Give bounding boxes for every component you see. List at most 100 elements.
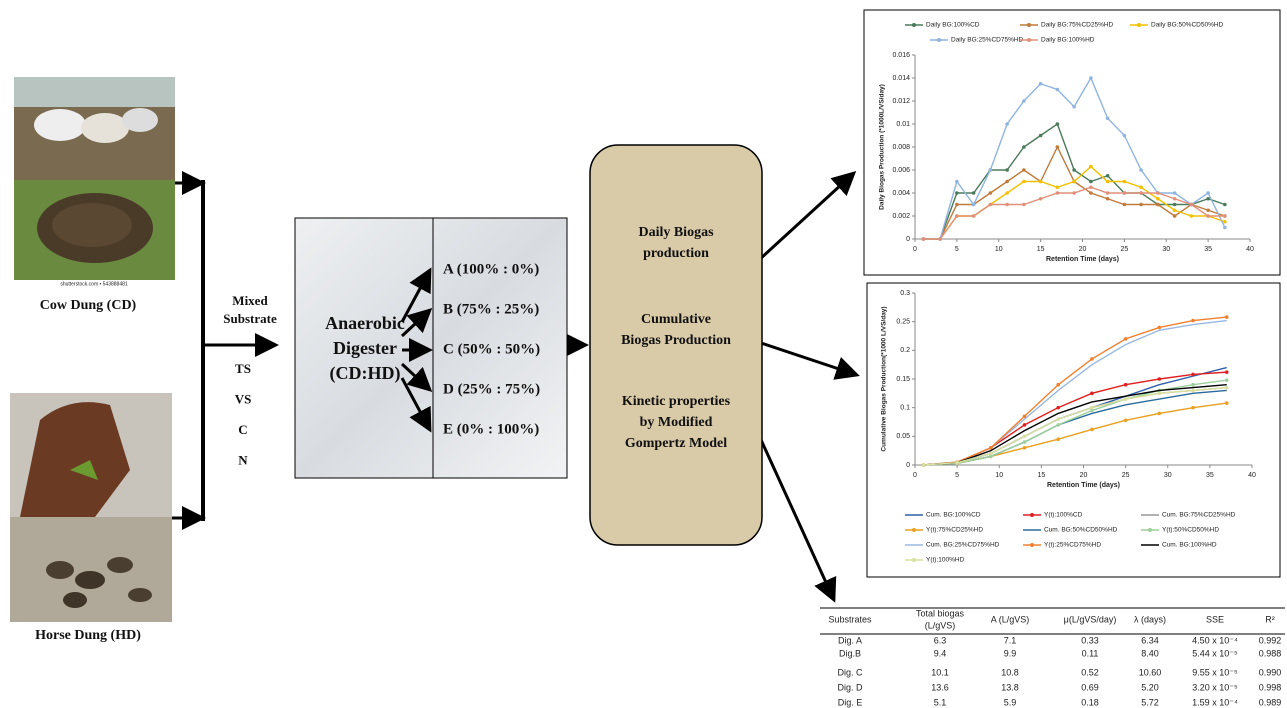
ratio-label: C (50% : 50%) — [443, 341, 540, 357]
table-cell: 9.9 — [1004, 648, 1017, 658]
series-point — [1056, 191, 1060, 195]
series-point — [1206, 214, 1210, 218]
series-point — [1139, 203, 1143, 207]
series-point — [1005, 168, 1009, 172]
ratio-label: D (25% : 75%) — [443, 381, 540, 397]
table-header: μ(L/gVS/day) — [1064, 614, 1117, 624]
series-point — [1124, 418, 1128, 422]
series-point — [1039, 134, 1043, 138]
x-tick-label: 40 — [1248, 472, 1256, 479]
series-point — [1022, 168, 1026, 172]
x-tick-label: 0 — [913, 246, 917, 253]
x-tick-label: 30 — [1164, 472, 1172, 479]
series-point — [1090, 392, 1094, 396]
series-point — [1039, 197, 1043, 201]
y-tick-label: 0.25 — [896, 319, 910, 326]
y-tick-label: 0 — [906, 236, 910, 243]
series-point — [1191, 319, 1195, 323]
series-point — [1106, 180, 1110, 184]
table-cell: 10.60 — [1139, 667, 1162, 677]
table-cell: Dig. A — [838, 635, 862, 645]
legend-label: Y(t):100%HD — [926, 557, 965, 564]
table-cell: 13.6 — [931, 682, 949, 692]
series-point — [1023, 440, 1027, 444]
x-tick-label: 35 — [1204, 246, 1212, 253]
series-point — [1023, 423, 1027, 427]
series-point — [1089, 180, 1093, 184]
series-point — [1124, 383, 1128, 387]
horse-label: Horse Dung (HD) — [35, 628, 141, 643]
series-point — [1223, 226, 1227, 230]
legend-label: Daily BG:75%CD25%HD — [1041, 22, 1114, 29]
series-point — [1190, 214, 1194, 218]
series-point — [989, 191, 993, 195]
table-cell: 0.18 — [1081, 697, 1099, 707]
series-point — [1022, 203, 1026, 207]
series-point — [1158, 326, 1162, 330]
y-tick-label: 0.006 — [892, 167, 910, 174]
series-point — [1191, 383, 1195, 387]
series-point — [938, 237, 942, 241]
legend-label: Daily BG:100%CD — [926, 22, 980, 29]
cow-photo — [14, 77, 175, 180]
y-tick-label: 0.15 — [896, 376, 910, 383]
y-tick-label: 0.016 — [892, 52, 910, 59]
series-point — [1206, 191, 1210, 195]
series-point — [1056, 406, 1060, 410]
series-point — [1173, 191, 1177, 195]
series-point — [1225, 378, 1229, 382]
series-point — [1206, 208, 1210, 212]
legend-label: Daily BG:50%CD50%HD — [1151, 22, 1224, 29]
legend-marker — [937, 38, 941, 42]
x-axis-title: Retention Time (days) — [1047, 482, 1120, 489]
cow-dung-photo — [14, 180, 175, 280]
series-point — [955, 191, 959, 195]
series-point — [1124, 337, 1128, 341]
series-point — [1072, 105, 1076, 109]
series-point — [972, 191, 976, 195]
ratio-label: B (75% : 25%) — [443, 301, 539, 317]
series-point — [1023, 414, 1027, 418]
y-tick-label: 0.01 — [896, 121, 910, 128]
legend-marker — [1027, 23, 1031, 27]
series-point — [955, 214, 959, 218]
legend-label: Cum. BG:100%HD — [1162, 542, 1217, 549]
series-point — [1056, 437, 1060, 441]
series-point — [1056, 145, 1060, 149]
table-cell: 5.72 — [1141, 697, 1159, 707]
series-point — [1022, 180, 1026, 184]
table-cell: 9.55 x 10⁻⁵ — [1192, 667, 1238, 677]
series-point — [1123, 203, 1127, 207]
series-point — [1089, 185, 1093, 189]
table-cell: 13.8 — [1001, 682, 1019, 692]
chart-frame — [864, 10, 1280, 275]
series-point — [1005, 191, 1009, 195]
table-cell: 1.59 x 10⁻⁴ — [1192, 697, 1238, 707]
horse-dung-photo — [10, 517, 172, 622]
series-point — [1123, 134, 1127, 138]
series-point — [1056, 88, 1060, 92]
series-point — [1158, 412, 1162, 416]
series-point — [1225, 370, 1229, 374]
table-cell: 6.3 — [934, 635, 947, 645]
x-axis-title: Retention Time (days) — [1046, 256, 1119, 263]
legend-marker — [1030, 513, 1034, 517]
y-tick-label: 0.014 — [892, 75, 910, 82]
table-cell: 0.988 — [1259, 648, 1282, 658]
series-point — [1056, 185, 1060, 189]
series-point — [1158, 377, 1162, 381]
y-tick-label: 0.3 — [900, 290, 910, 297]
series-point — [1156, 191, 1160, 195]
series-point — [1056, 122, 1060, 126]
series-point — [1089, 165, 1093, 169]
series-point — [1106, 116, 1110, 120]
legend-marker — [1030, 543, 1034, 547]
table-cell: 9.4 — [934, 648, 947, 658]
legend-label: Y(t):50%CD50%HD — [1162, 527, 1219, 534]
table-header: λ (days) — [1134, 614, 1166, 624]
series-point — [1089, 191, 1093, 195]
legend-marker — [1148, 528, 1152, 532]
y-tick-label: 0.1 — [900, 405, 910, 412]
series-point — [1190, 203, 1194, 207]
series-point — [1005, 203, 1009, 207]
